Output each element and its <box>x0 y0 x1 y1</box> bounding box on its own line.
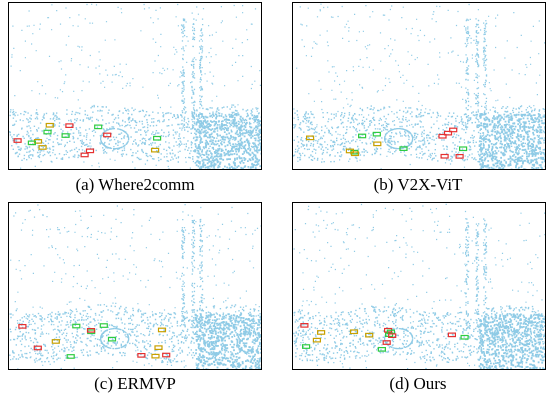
panel-c <box>8 202 262 370</box>
bounding-box <box>81 153 88 157</box>
bounding-box <box>366 333 373 337</box>
bounding-box <box>87 149 94 153</box>
point-cloud <box>293 203 545 369</box>
points <box>293 4 545 169</box>
bounding-box <box>100 324 107 328</box>
caption: (b) V2X-ViT <box>283 175 552 195</box>
point-cloud <box>9 3 261 169</box>
bounding-box <box>313 338 320 342</box>
bounding-box <box>19 325 26 329</box>
bounding-box <box>66 124 73 128</box>
point-cloud <box>9 203 261 369</box>
point-cloud <box>293 3 545 169</box>
bounding-box <box>445 131 452 135</box>
panel-a <box>8 2 262 170</box>
bounding-box <box>154 137 161 141</box>
bounding-box <box>95 125 102 129</box>
bounding-box <box>378 348 385 352</box>
panel-d <box>292 202 546 370</box>
panel-b <box>292 2 546 170</box>
caption: (c) ERMVP <box>0 374 270 394</box>
bounding-box <box>67 355 74 359</box>
bounding-box <box>155 346 162 350</box>
caption: (a) Where2comm <box>0 175 270 195</box>
figure: {"panels": [ {"caption": "(a) Where2comm… <box>0 0 552 406</box>
bounding-box <box>152 148 159 152</box>
bounding-box <box>441 155 448 159</box>
bounding-box <box>152 354 159 358</box>
points <box>9 204 261 369</box>
points <box>9 4 261 169</box>
caption: (d) Ours <box>283 374 552 394</box>
bounding-box <box>44 130 51 134</box>
bounding-box <box>52 340 59 344</box>
bounding-box <box>373 132 380 136</box>
points <box>293 204 545 369</box>
bounding-box <box>374 142 381 146</box>
bounding-box <box>73 324 80 328</box>
